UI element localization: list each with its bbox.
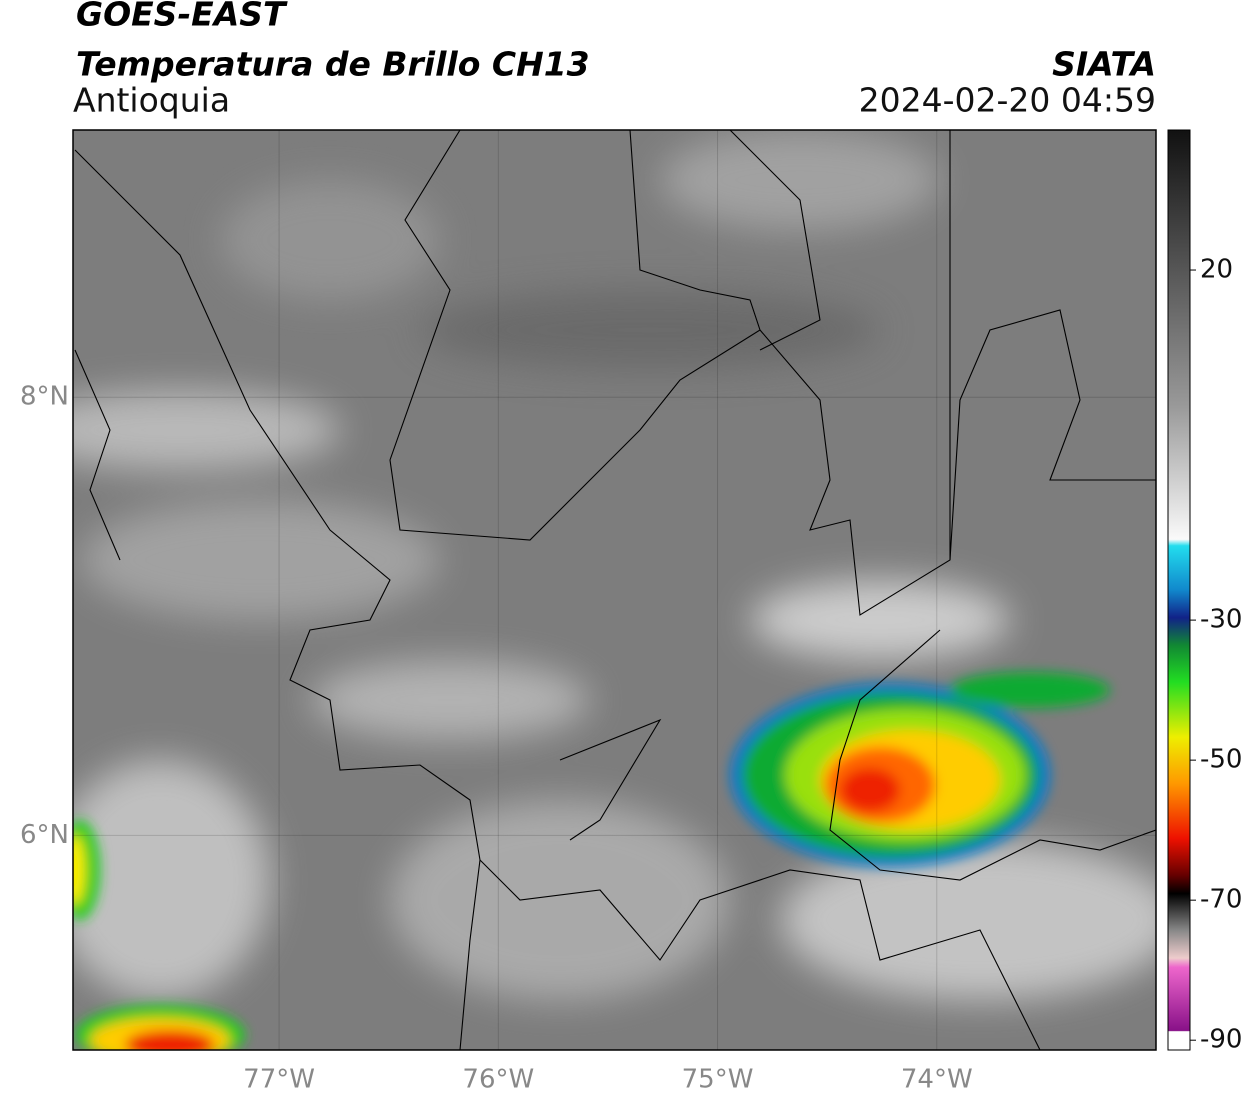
colorbar-tick-label: -90 <box>1200 1025 1242 1055</box>
x-tick-label: 76°W <box>462 1065 534 1095</box>
source: SIATA <box>1052 45 1156 84</box>
x-tick-label: 74°W <box>901 1065 973 1095</box>
borders <box>74 130 1156 1050</box>
datetime: 2024-02-20 04:59 <box>859 81 1156 120</box>
x-tick-label: 75°W <box>682 1065 754 1095</box>
subtitle: Temperatura de Brillo CH13 <box>76 45 590 84</box>
y-tick-label: 8°N <box>20 382 69 412</box>
x-tick-label: 77°W <box>243 1065 315 1095</box>
colorbar-tick-label: -30 <box>1200 605 1242 635</box>
y-tick-label: 6°N <box>20 820 69 850</box>
title: GOES-EAST <box>76 0 288 34</box>
colorbar-tick-label: -70 <box>1200 885 1242 915</box>
region: Antioquia <box>73 81 230 120</box>
satellite-image <box>73 130 1156 1050</box>
colorbar <box>1167 129 1191 1051</box>
colorbar-tick-label: -50 <box>1200 745 1242 775</box>
colorbar-tick-label: 20 <box>1200 255 1233 285</box>
map-frame <box>72 129 1157 1051</box>
